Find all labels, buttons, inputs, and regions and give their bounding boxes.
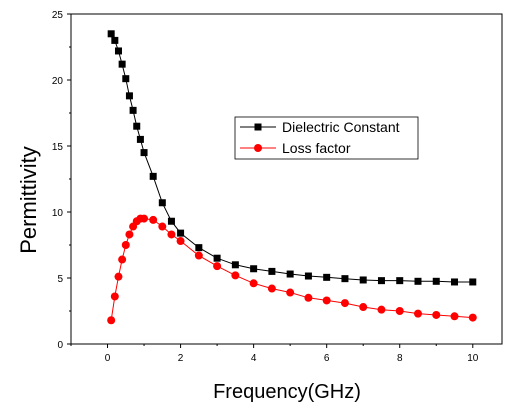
data-point — [114, 272, 123, 281]
data-point — [133, 122, 141, 130]
legend-marker — [254, 123, 262, 131]
data-point — [213, 254, 221, 262]
series-2 — [107, 214, 477, 325]
data-point — [304, 272, 312, 280]
data-point — [107, 316, 116, 325]
data-point — [121, 241, 130, 249]
data-point — [231, 271, 240, 280]
data-point — [125, 92, 133, 100]
data-point — [118, 60, 126, 68]
legend: Dielectric Constant Loss factor — [234, 116, 419, 160]
data-point — [250, 265, 258, 273]
x-axis-title: Frequency(GHz) — [213, 381, 361, 403]
data-point — [469, 278, 477, 286]
data-point — [149, 215, 158, 224]
series-line — [110, 218, 473, 321]
legend-label: Loss factor — [282, 140, 351, 156]
data-point — [450, 312, 459, 321]
data-point — [110, 292, 119, 301]
data-point — [322, 296, 331, 305]
data-point — [340, 299, 349, 308]
data-point — [304, 293, 313, 302]
data-point — [114, 47, 122, 55]
data-point — [231, 261, 239, 269]
data-point — [395, 307, 404, 315]
series-1 — [107, 30, 477, 286]
data-point — [359, 276, 367, 284]
data-point — [432, 310, 441, 319]
data-point — [267, 284, 276, 293]
legend-label: Dielectric Constant — [282, 119, 400, 135]
x-tick-label: 6 — [324, 353, 330, 364]
data-point — [195, 244, 203, 252]
y-tick-label: 15 — [52, 142, 64, 153]
data-point — [286, 270, 294, 278]
data-point — [323, 273, 331, 281]
y-tick-label: 25 — [52, 10, 64, 21]
plot-frame — [70, 13, 503, 345]
data-point — [249, 279, 258, 288]
data-point — [125, 230, 134, 239]
data-point — [396, 277, 404, 285]
x-tick-label: 4 — [251, 353, 257, 364]
legend-marker — [254, 144, 262, 152]
data-point — [432, 277, 440, 285]
data-point — [413, 309, 422, 318]
y-tick-label: 10 — [52, 208, 64, 219]
data-point — [140, 214, 149, 223]
data-point — [176, 237, 185, 246]
x-tick-label: 0 — [105, 353, 111, 364]
data-point — [158, 199, 166, 207]
data-point — [136, 135, 144, 143]
axis-ticks: 0 5 10 15 20 25 0 2 4 6 8 10 — [52, 10, 479, 364]
data-point — [149, 172, 157, 180]
x-tick-label: 2 — [178, 353, 184, 364]
data-point — [268, 267, 276, 275]
legend-box — [234, 116, 419, 160]
data-point — [468, 313, 477, 322]
y-tick-label: 5 — [57, 274, 63, 285]
y-axis-title: Permittivity — [16, 146, 41, 254]
data-point — [414, 277, 422, 285]
data-point — [377, 305, 386, 314]
data-point — [213, 262, 222, 271]
data-point — [111, 36, 119, 44]
x-tick-label: 10 — [467, 353, 479, 364]
data-point — [359, 303, 368, 312]
y-tick-label: 0 — [57, 340, 63, 351]
data-point — [118, 255, 127, 264]
data-point — [286, 288, 295, 297]
data-point — [158, 222, 167, 231]
series-layer — [107, 30, 477, 325]
data-point — [451, 278, 459, 286]
data-point — [107, 30, 115, 38]
data-point — [377, 277, 385, 285]
data-point — [122, 75, 130, 83]
data-point — [177, 229, 185, 237]
y-tick-label: 20 — [52, 76, 64, 87]
data-point — [167, 217, 175, 225]
data-point — [140, 149, 148, 157]
data-point — [167, 230, 176, 239]
data-point — [129, 106, 137, 114]
data-point — [194, 251, 203, 260]
data-point — [341, 275, 349, 283]
x-tick-label: 8 — [397, 353, 403, 364]
